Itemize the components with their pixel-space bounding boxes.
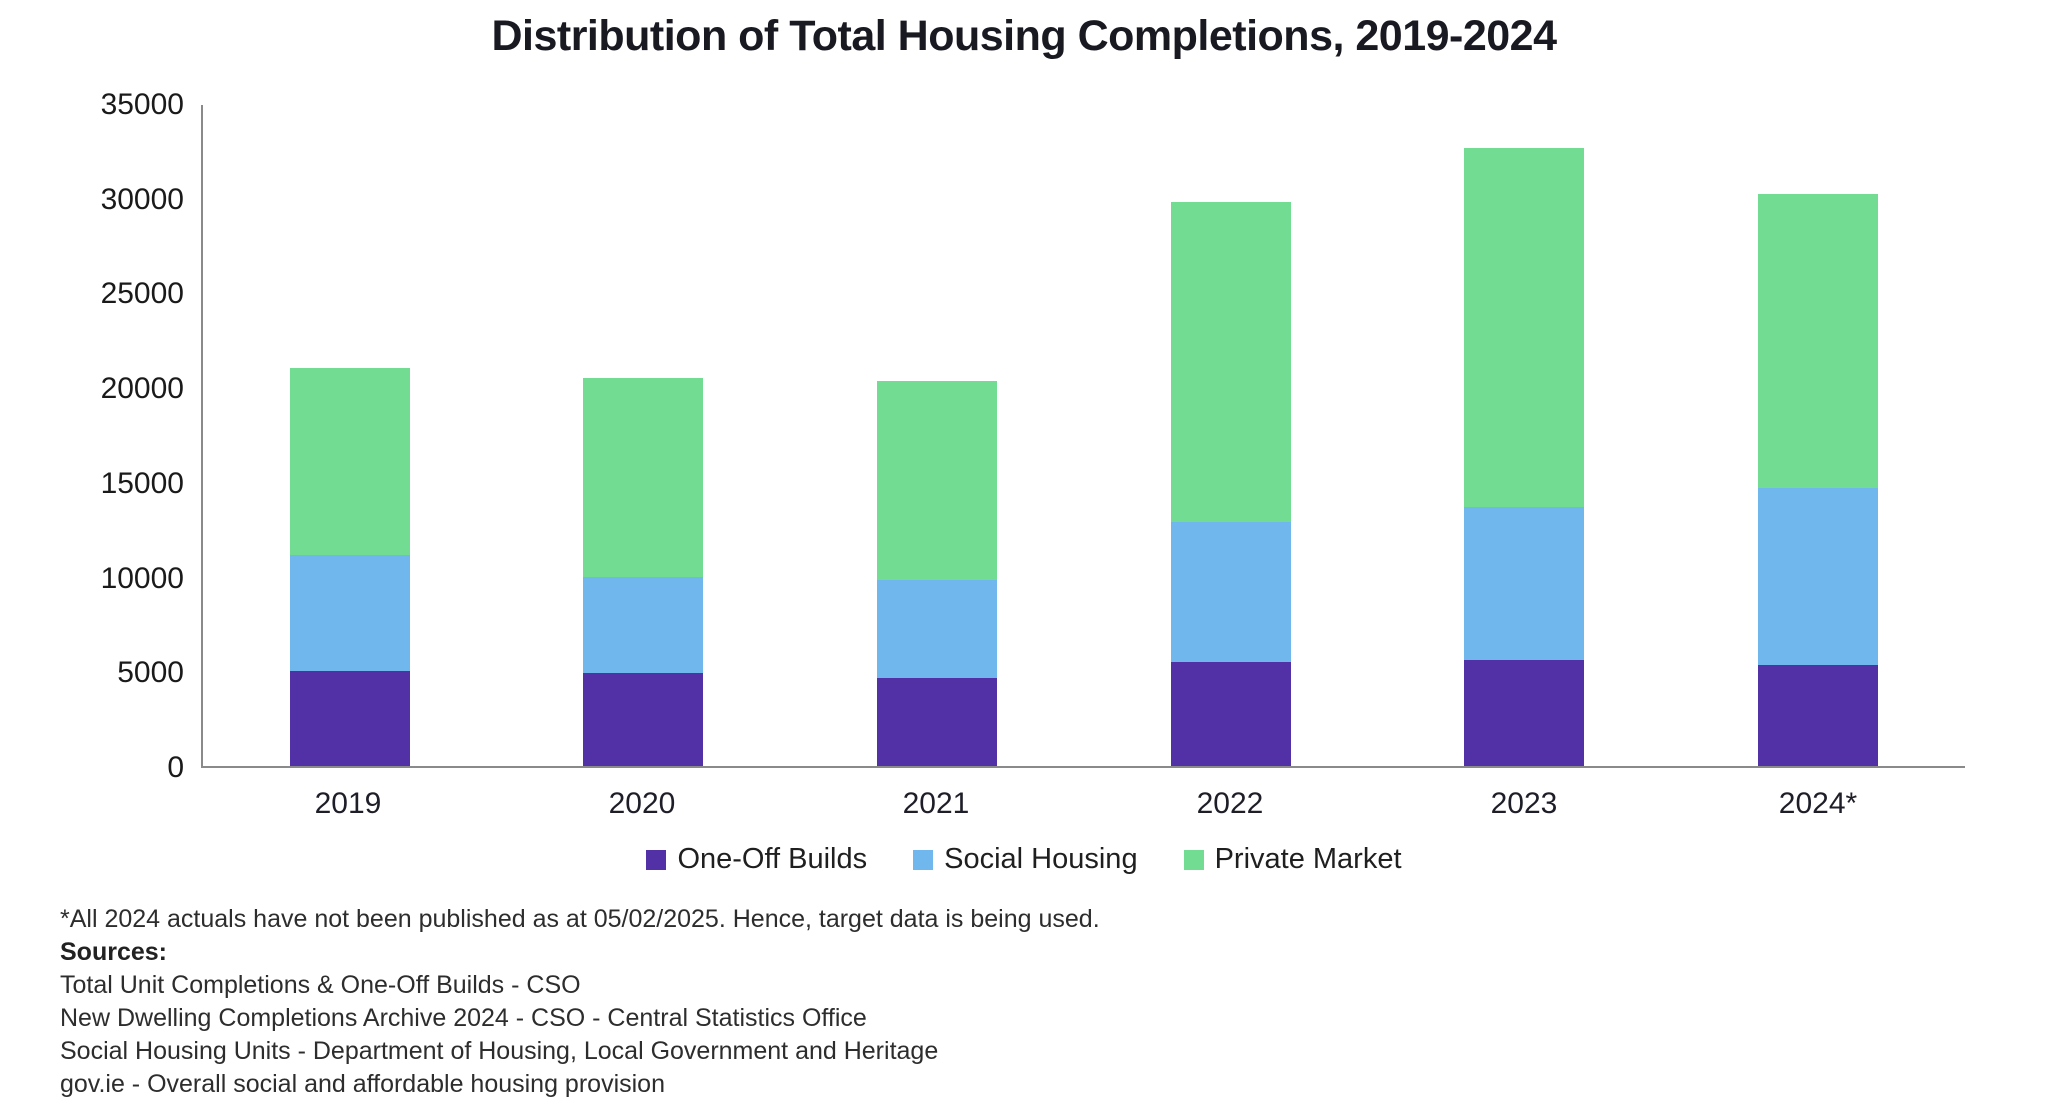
- bar-2024: [1758, 105, 1879, 766]
- bar-segment-2024-social-housing: [1758, 488, 1879, 665]
- plot-area: [201, 105, 1965, 768]
- legend-swatch-one-off-builds: [646, 849, 667, 870]
- legend-label-social-housing: Social Housing: [944, 843, 1138, 875]
- bar-slot-2020: [497, 105, 791, 766]
- y-tick-label-15000: 15000: [100, 466, 184, 500]
- bar-segment-2021-private-market: [877, 380, 998, 580]
- bar-segment-2022-private-market: [1170, 202, 1291, 523]
- legend-item-private-market: Private Market: [1183, 843, 1402, 876]
- bar-segment-2023-one-off-builds: [1464, 660, 1585, 766]
- y-tick-label-30000: 30000: [100, 182, 184, 216]
- y-tick-label-20000: 20000: [100, 372, 184, 406]
- footnote-source-line-1: Total Unit Completions & One-Off Builds …: [60, 971, 581, 999]
- bar-segment-2022-one-off-builds: [1170, 662, 1291, 766]
- footnote-source-line-4: gov.ie - Overall social and affordable h…: [60, 1070, 665, 1098]
- bar-2022: [1170, 105, 1291, 766]
- x-tick-label-2021: 2021: [902, 787, 970, 820]
- y-tick-label-0: 0: [167, 751, 184, 784]
- legend: One-Off Builds Social Housing Private Mark…: [0, 843, 2048, 876]
- bar-segment-2024-one-off-builds: [1758, 664, 1879, 766]
- bar-segment-2019-social-housing: [289, 555, 410, 671]
- bar-2019: [289, 105, 410, 766]
- y-tick-label-10000: 10000: [100, 561, 184, 595]
- bar-2021: [877, 105, 998, 766]
- x-tick-label-2024: 2024*: [1778, 787, 1858, 820]
- footnote-source-line-3: Social Housing Units - Department of Hou…: [60, 1037, 939, 1065]
- x-tick-label-2022: 2022: [1196, 787, 1264, 820]
- footnote-source-line-2: New Dwelling Completions Archive 2024 - …: [60, 1004, 867, 1032]
- legend-swatch-private-market: [1183, 849, 1204, 870]
- y-tick-label-5000: 5000: [117, 656, 184, 690]
- bar-segment-2019-one-off-builds: [289, 670, 410, 766]
- bar-slot-2023: [1378, 105, 1672, 766]
- x-tick-label-2020: 2020: [608, 787, 676, 820]
- bar-slot-2022: [1084, 105, 1378, 766]
- bar-segment-2023-private-market: [1464, 148, 1585, 508]
- chart-title: Distribution of Total Housing Completion…: [491, 12, 1557, 60]
- bar-2023: [1464, 105, 1585, 766]
- bar-segment-2019-private-market: [289, 367, 410, 556]
- x-axis: 2019 2020 2021 2022 2023 2024*: [201, 787, 1965, 829]
- bar-slot-2019: [203, 105, 497, 766]
- y-axis: 0 5000 10000 15000 20000 25000 30000 35000: [0, 88, 184, 784]
- bar-segment-2020-one-off-builds: [583, 673, 704, 766]
- bar-segment-2022-social-housing: [1170, 522, 1291, 663]
- bar-2020: [583, 105, 704, 766]
- bar-segment-2023-social-housing: [1464, 507, 1585, 661]
- y-tick-label-35000: 35000: [100, 88, 184, 121]
- bar-slot-2024: [1671, 105, 1965, 766]
- legend-item-one-off-builds: One-Off Builds: [646, 843, 867, 876]
- footnote-sources-label: Sources:: [60, 938, 167, 966]
- bar-segment-2020-social-housing: [583, 577, 704, 674]
- legend-label-private-market: Private Market: [1214, 843, 1402, 875]
- footnotes: *All 2024 actuals have not been publishe…: [60, 903, 1100, 1101]
- bar-segment-2024-private-market: [1758, 193, 1879, 489]
- y-tick-label-25000: 25000: [100, 277, 184, 311]
- legend-swatch-social-housing: [913, 849, 934, 870]
- bar-segment-2021-one-off-builds: [877, 678, 998, 766]
- legend-label-one-off-builds: One-Off Builds: [677, 843, 868, 875]
- bar-segment-2020-private-market: [583, 377, 704, 578]
- x-tick-label-2019: 2019: [314, 787, 382, 820]
- legend-item-social-housing: Social Housing: [913, 843, 1138, 876]
- bar-segment-2021-social-housing: [877, 579, 998, 679]
- footnote-asterisk-note: *All 2024 actuals have not been publishe…: [60, 905, 1100, 933]
- x-tick-label-2023: 2023: [1490, 787, 1558, 820]
- bar-slot-2021: [790, 105, 1084, 766]
